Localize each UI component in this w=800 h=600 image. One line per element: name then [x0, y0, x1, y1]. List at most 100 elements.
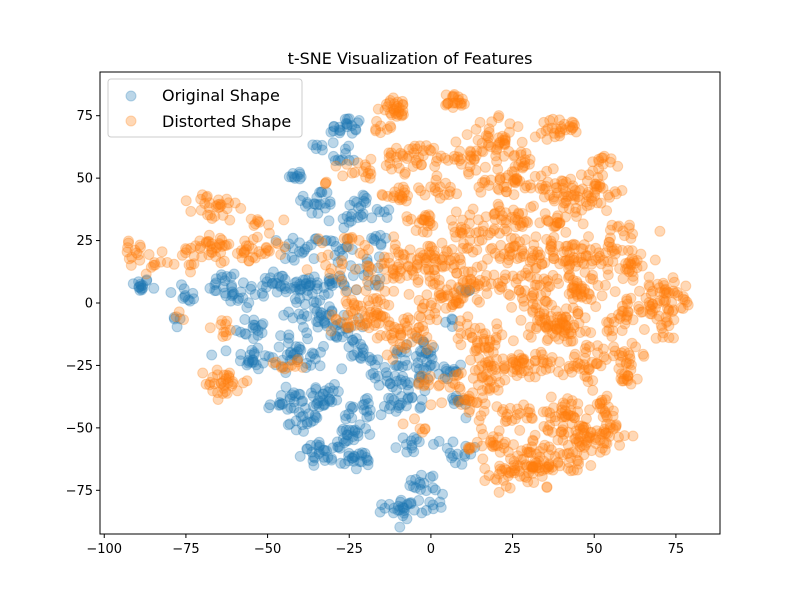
scatter-point	[185, 259, 197, 271]
scatter-point	[549, 451, 561, 462]
scatter-point	[185, 205, 197, 217]
scatter-point	[226, 280, 238, 291]
scatter-point	[562, 393, 574, 405]
scatter-point	[518, 295, 530, 307]
scatter-point	[569, 119, 580, 131]
scatter-point	[420, 211, 431, 223]
scatter-point	[258, 290, 270, 302]
scatter-point	[501, 408, 513, 420]
scatter-point	[408, 504, 420, 516]
y-tick-label: −25	[66, 359, 93, 374]
scatter-point	[520, 267, 532, 279]
scatter-point	[464, 395, 476, 407]
scatter-point	[250, 359, 262, 371]
scatter-point	[133, 281, 145, 293]
scatter-point	[474, 296, 485, 308]
scatter-point	[239, 246, 251, 258]
scatter-point	[555, 407, 567, 419]
scatter-point	[459, 223, 471, 235]
scatter-point	[328, 120, 340, 132]
scatter-point	[217, 376, 229, 387]
scatter-point	[464, 234, 476, 246]
scatter-point	[451, 267, 463, 279]
scatter-point	[319, 444, 331, 456]
scatter-point	[289, 348, 300, 360]
scatter-point	[378, 400, 390, 412]
scatter-point	[499, 463, 511, 474]
scatter-point	[310, 382, 322, 394]
scatter-point	[465, 274, 477, 286]
scatter-point	[249, 319, 261, 331]
scatter-point	[393, 192, 405, 204]
scatter-point	[546, 426, 558, 438]
scatter-point	[385, 329, 397, 341]
scatter-point	[461, 318, 473, 330]
scatter-point	[616, 325, 628, 337]
scatter-point	[517, 355, 529, 366]
scatter-point	[499, 374, 511, 386]
scatter-point	[361, 392, 373, 404]
scatter-point	[263, 402, 275, 414]
scatter-point	[491, 323, 503, 335]
scatter-point	[286, 171, 298, 183]
scatter-point	[411, 326, 423, 338]
scatter-point	[237, 377, 249, 389]
scatter-point	[437, 488, 448, 500]
scatter-point	[424, 144, 435, 156]
scatter-point	[398, 505, 410, 517]
scatter-point	[369, 235, 381, 246]
scatter-point	[393, 402, 405, 414]
scatter-point	[609, 248, 621, 260]
scatter-point	[500, 464, 512, 476]
scatter-point	[278, 214, 290, 226]
scatter-point	[397, 99, 409, 111]
scatter-point	[264, 399, 276, 411]
scatter-point	[372, 370, 384, 382]
scatter-point	[380, 160, 392, 171]
scatter-point	[397, 510, 409, 522]
scatter-point	[483, 137, 494, 149]
scatter-point	[545, 391, 557, 403]
scatter-point	[260, 242, 272, 254]
scatter-point	[465, 448, 477, 460]
scatter-point	[419, 210, 431, 221]
scatter-point	[541, 482, 553, 493]
scatter-point	[467, 246, 479, 258]
scatter-point	[591, 425, 603, 437]
scatter-point	[347, 452, 359, 464]
scatter-point	[215, 199, 227, 211]
scatter-point	[364, 165, 376, 177]
scatter-point	[509, 177, 521, 189]
scatter-point	[598, 426, 610, 438]
scatter-point	[447, 365, 459, 377]
scatter-point	[338, 279, 350, 290]
scatter-point	[204, 379, 215, 391]
scatter-point	[394, 272, 406, 284]
scatter-point	[599, 444, 611, 456]
scatter-point	[179, 291, 191, 303]
scatter-point	[455, 399, 467, 410]
scatter-point	[403, 143, 415, 155]
chart-title: t-SNE Visualization of Features	[288, 49, 533, 68]
scatter-point	[572, 191, 584, 203]
scatter-point	[566, 418, 578, 430]
scatter-point	[511, 403, 523, 415]
scatter-point	[337, 250, 349, 262]
x-tick-label: −25	[336, 542, 363, 557]
scatter-point	[399, 184, 411, 196]
scatter-point	[362, 295, 374, 307]
scatter-point	[551, 217, 563, 229]
scatter-point	[148, 259, 159, 271]
scatter-point	[240, 240, 252, 252]
scatter-point	[390, 107, 402, 119]
scatter-point	[552, 434, 564, 446]
scatter-point	[515, 270, 527, 282]
scatter-point	[572, 428, 584, 440]
scatter-point	[489, 208, 501, 220]
scatter-point	[368, 310, 380, 322]
scatter-point	[498, 150, 510, 162]
scatter-point	[220, 326, 232, 338]
scatter-point	[237, 277, 249, 289]
scatter-point	[358, 190, 370, 202]
scatter-point	[424, 249, 436, 261]
